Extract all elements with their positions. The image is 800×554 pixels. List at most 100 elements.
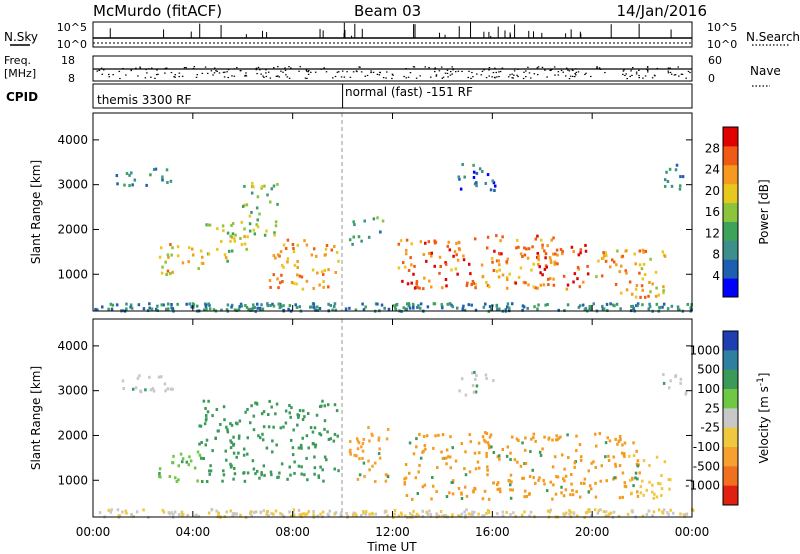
echo-cell [549,258,553,262]
freq-sample [442,76,445,78]
echo-cell [307,446,310,450]
echo-cell [263,233,267,237]
freq-sample [206,72,209,75]
ground-scatter-cell [279,305,283,309]
echo-cell [326,430,329,434]
ground-scatter-cell [207,511,211,515]
echo-cell [422,434,426,438]
echo-cell [301,417,305,421]
echo-cell [552,283,556,287]
ground-scatter-cell [666,307,670,311]
freq-sample [405,77,408,79]
echo-cell [523,246,526,250]
echo-cell [675,163,679,167]
echo-cell [647,294,650,298]
echo-cell [576,277,579,281]
echo-cell [579,455,583,459]
freq-sample [173,76,175,78]
echo-cell [484,181,488,185]
echo-cell [198,453,202,457]
ground-scatter-cell [670,304,674,308]
echo-cell [278,471,281,475]
echo-cell [634,287,638,291]
echo-cell [279,281,282,285]
echo-cell [207,252,211,256]
freq-sample [572,69,574,72]
echo-cell [644,249,648,253]
echo-cell [668,487,671,491]
echo-cell [309,426,313,430]
echo-cell [232,466,236,470]
echo-cell [523,253,527,257]
echo-cell [401,279,404,283]
ground-scatter-cell [291,511,295,515]
echo-cell [191,247,194,251]
echo-cell [256,218,259,222]
echo-cell [681,175,685,179]
echo-cell [229,239,232,243]
echo-cell [458,177,461,181]
echo-cell [293,460,296,464]
echo-cell [282,265,285,269]
ground-scatter-cell [495,307,499,311]
echo-cell [252,185,255,189]
ground-scatter-cell [510,302,514,306]
echo-cell [517,439,520,443]
echo-cell [570,245,574,249]
echo-cell [216,429,220,433]
ground-scatter-cell [312,305,316,309]
echo-cell [537,262,540,266]
echo-cell [560,485,563,489]
echo-cell [313,466,317,470]
echo-cell [374,461,377,465]
ground-scatter-cell [287,307,290,311]
ground-scatter-cell [364,305,367,309]
freq-sample [130,69,132,72]
echo-cell [252,467,256,471]
echo-cell [532,476,535,480]
echo-cell [649,257,652,261]
echo-cell [327,285,330,289]
echo-cell [128,173,131,177]
ground-scatter-cell [266,302,269,306]
echo-cell [611,258,614,262]
ground-scatter-cell [374,512,378,516]
echo-cell [414,476,418,480]
freq-sample [277,66,279,68]
echo-cell [451,446,454,450]
echo-cell [260,471,263,475]
freq-sample [451,66,453,68]
echo-cell [424,241,427,245]
ground-scatter-cell [362,308,366,312]
echo-cell [177,464,181,468]
echo-cell [550,238,553,242]
echo-cell [505,276,509,280]
echo-cell [177,478,180,482]
freq-sample [623,69,625,71]
echo-cell [225,425,228,429]
freq-sample [536,67,539,69]
ground-scatter-cell [611,303,615,307]
echo-cell [166,180,169,184]
echo-cell [482,438,486,442]
ground-scatter-cell [380,303,384,307]
echo-cell [349,452,352,456]
freq-sample [358,66,360,68]
freq-sample [568,77,571,80]
echo-cell [662,373,665,377]
ground-scatter-cell [259,510,262,514]
ground-scatter-cell [587,508,590,512]
echo-cell [630,491,633,495]
echo-cell [534,439,537,443]
echo-cell [248,421,252,425]
ground-scatter-cell [563,513,566,517]
ground-scatter-cell [234,512,237,516]
freq-sample [204,66,207,68]
echo-cell [509,496,513,500]
echo-cell [635,284,639,288]
echo-cell [321,399,324,403]
echo-cell [386,427,390,431]
echo-cell [158,255,162,259]
ground-scatter-cell [362,510,365,514]
echo-cell [623,452,626,456]
